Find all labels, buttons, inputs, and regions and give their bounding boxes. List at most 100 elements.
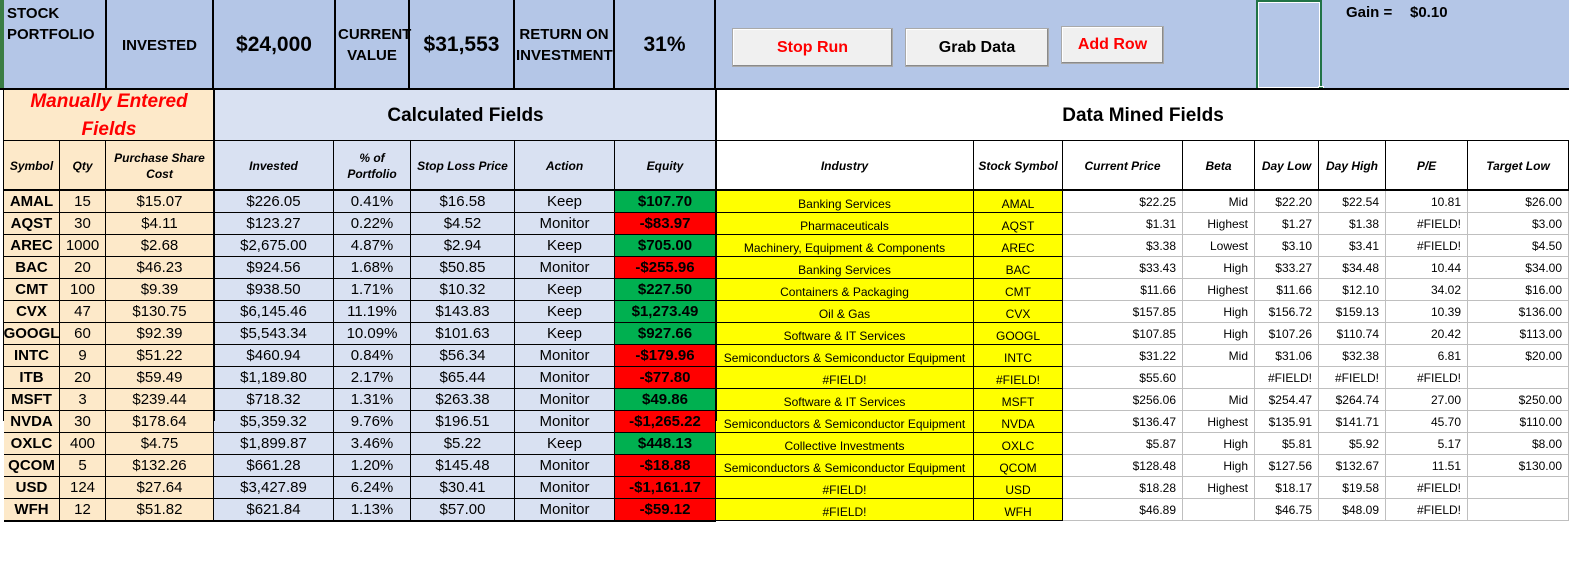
- target-low-cell[interactable]: $20.00: [1468, 345, 1569, 367]
- stock-symbol-cell[interactable]: CMT: [974, 279, 1063, 301]
- stop-loss-cell[interactable]: $145.48: [411, 455, 515, 477]
- grab-data-button[interactable]: Grab Data: [905, 28, 1049, 67]
- symbol-cell[interactable]: CMT: [4, 279, 60, 301]
- target-low-cell[interactable]: $26.00: [1468, 191, 1569, 213]
- pct-cell[interactable]: 10.09%: [334, 323, 411, 345]
- day-high-cell[interactable]: $110.74: [1319, 323, 1386, 345]
- add-row-button[interactable]: Add Row: [1061, 26, 1164, 64]
- day-high-cell[interactable]: $132.67: [1319, 455, 1386, 477]
- industry-cell[interactable]: Semiconductors & Semiconductor Equipment: [716, 345, 974, 367]
- stock-symbol-cell[interactable]: NVDA: [974, 411, 1063, 433]
- stop-loss-cell[interactable]: $65.44: [411, 367, 515, 389]
- stop-loss-cell[interactable]: $263.38: [411, 389, 515, 411]
- equity-cell[interactable]: -$18.88: [615, 455, 716, 477]
- pct-cell[interactable]: 0.84%: [334, 345, 411, 367]
- current-price-cell[interactable]: $31.22: [1063, 345, 1183, 367]
- current-price-cell[interactable]: $55.60: [1063, 367, 1183, 389]
- action-cell[interactable]: Keep: [515, 433, 615, 455]
- day-low-cell[interactable]: $107.26: [1255, 323, 1319, 345]
- day-high-cell[interactable]: $264.74: [1319, 389, 1386, 411]
- pe-cell[interactable]: 10.81: [1386, 191, 1468, 213]
- stock-symbol-cell[interactable]: #FIELD!: [974, 367, 1063, 389]
- equity-cell[interactable]: -$255.96: [615, 257, 716, 279]
- qty-cell[interactable]: 400: [60, 433, 106, 455]
- invested-cell[interactable]: $3,427.89: [214, 477, 334, 499]
- beta-cell[interactable]: [1183, 367, 1255, 389]
- beta-cell[interactable]: Highest: [1183, 213, 1255, 235]
- cost-cell[interactable]: $2.68: [106, 235, 214, 257]
- stop-loss-cell[interactable]: $10.32: [411, 279, 515, 301]
- industry-cell[interactable]: Collective Investments: [716, 433, 974, 455]
- pct-cell[interactable]: 1.13%: [334, 499, 411, 521]
- beta-cell[interactable]: Mid: [1183, 345, 1255, 367]
- pct-cell[interactable]: 1.68%: [334, 257, 411, 279]
- action-cell[interactable]: Monitor: [515, 411, 615, 433]
- industry-cell[interactable]: #FIELD!: [716, 499, 974, 521]
- day-low-cell[interactable]: $254.47: [1255, 389, 1319, 411]
- pe-cell[interactable]: 20.42: [1386, 323, 1468, 345]
- symbol-cell[interactable]: ITB: [4, 367, 60, 389]
- invested-cell[interactable]: $1,189.80: [214, 367, 334, 389]
- pe-cell[interactable]: 10.39: [1386, 301, 1468, 323]
- cost-cell[interactable]: $51.22: [106, 345, 214, 367]
- current-price-cell[interactable]: $22.25: [1063, 191, 1183, 213]
- cost-cell[interactable]: $4.75: [106, 433, 214, 455]
- target-low-cell[interactable]: $34.00: [1468, 257, 1569, 279]
- equity-cell[interactable]: $107.70: [615, 191, 716, 213]
- day-high-cell[interactable]: $32.38: [1319, 345, 1386, 367]
- pe-cell[interactable]: #FIELD!: [1386, 477, 1468, 499]
- target-low-cell[interactable]: $4.50: [1468, 235, 1569, 257]
- invested-cell[interactable]: $1,899.87: [214, 433, 334, 455]
- day-low-cell[interactable]: #FIELD!: [1255, 367, 1319, 389]
- qty-cell[interactable]: 124: [60, 477, 106, 499]
- day-high-cell[interactable]: $34.48: [1319, 257, 1386, 279]
- invested-cell[interactable]: $938.50: [214, 279, 334, 301]
- stock-symbol-cell[interactable]: GOOGL: [974, 323, 1063, 345]
- symbol-cell[interactable]: GOOGL: [4, 323, 60, 345]
- pct-cell[interactable]: 6.24%: [334, 477, 411, 499]
- stop-loss-cell[interactable]: $143.83: [411, 301, 515, 323]
- current-price-cell[interactable]: $107.85: [1063, 323, 1183, 345]
- qty-cell[interactable]: 20: [60, 257, 106, 279]
- day-low-cell[interactable]: $135.91: [1255, 411, 1319, 433]
- day-low-cell[interactable]: $11.66: [1255, 279, 1319, 301]
- target-low-cell[interactable]: [1468, 499, 1569, 521]
- day-low-cell[interactable]: $33.27: [1255, 257, 1319, 279]
- qty-cell[interactable]: 30: [60, 213, 106, 235]
- symbol-cell[interactable]: AREC: [4, 235, 60, 257]
- qty-cell[interactable]: 100: [60, 279, 106, 301]
- action-cell[interactable]: Keep: [515, 301, 615, 323]
- action-cell[interactable]: Monitor: [515, 213, 615, 235]
- beta-cell[interactable]: [1183, 499, 1255, 521]
- industry-cell[interactable]: Semiconductors & Semiconductor Equipment: [716, 455, 974, 477]
- symbol-cell[interactable]: MSFT: [4, 389, 60, 411]
- stop-run-button[interactable]: Stop Run: [732, 28, 893, 67]
- day-high-cell[interactable]: $141.71: [1319, 411, 1386, 433]
- beta-cell[interactable]: High: [1183, 433, 1255, 455]
- selected-cell[interactable]: [1256, 0, 1322, 90]
- cost-cell[interactable]: $178.64: [106, 411, 214, 433]
- beta-cell[interactable]: Highest: [1183, 279, 1255, 301]
- day-high-cell[interactable]: $48.09: [1319, 499, 1386, 521]
- stop-loss-cell[interactable]: $50.85: [411, 257, 515, 279]
- beta-cell[interactable]: Lowest: [1183, 235, 1255, 257]
- stop-loss-cell[interactable]: $101.63: [411, 323, 515, 345]
- qty-cell[interactable]: 1000: [60, 235, 106, 257]
- industry-cell[interactable]: #FIELD!: [716, 367, 974, 389]
- action-cell[interactable]: Keep: [515, 323, 615, 345]
- target-low-cell[interactable]: $136.00: [1468, 301, 1569, 323]
- cost-cell[interactable]: $9.39: [106, 279, 214, 301]
- pct-cell[interactable]: 11.19%: [334, 301, 411, 323]
- current-price-cell[interactable]: $18.28: [1063, 477, 1183, 499]
- target-low-cell[interactable]: $8.00: [1468, 433, 1569, 455]
- target-low-cell[interactable]: $16.00: [1468, 279, 1569, 301]
- action-cell[interactable]: Monitor: [515, 455, 615, 477]
- invested-cell[interactable]: $5,359.32: [214, 411, 334, 433]
- pct-cell[interactable]: 0.41%: [334, 191, 411, 213]
- industry-cell[interactable]: Semiconductors & Semiconductor Equipment: [716, 411, 974, 433]
- invested-cell[interactable]: $460.94: [214, 345, 334, 367]
- equity-cell[interactable]: $448.13: [615, 433, 716, 455]
- symbol-cell[interactable]: NVDA: [4, 411, 60, 433]
- target-low-cell[interactable]: [1468, 477, 1569, 499]
- stock-symbol-cell[interactable]: OXLC: [974, 433, 1063, 455]
